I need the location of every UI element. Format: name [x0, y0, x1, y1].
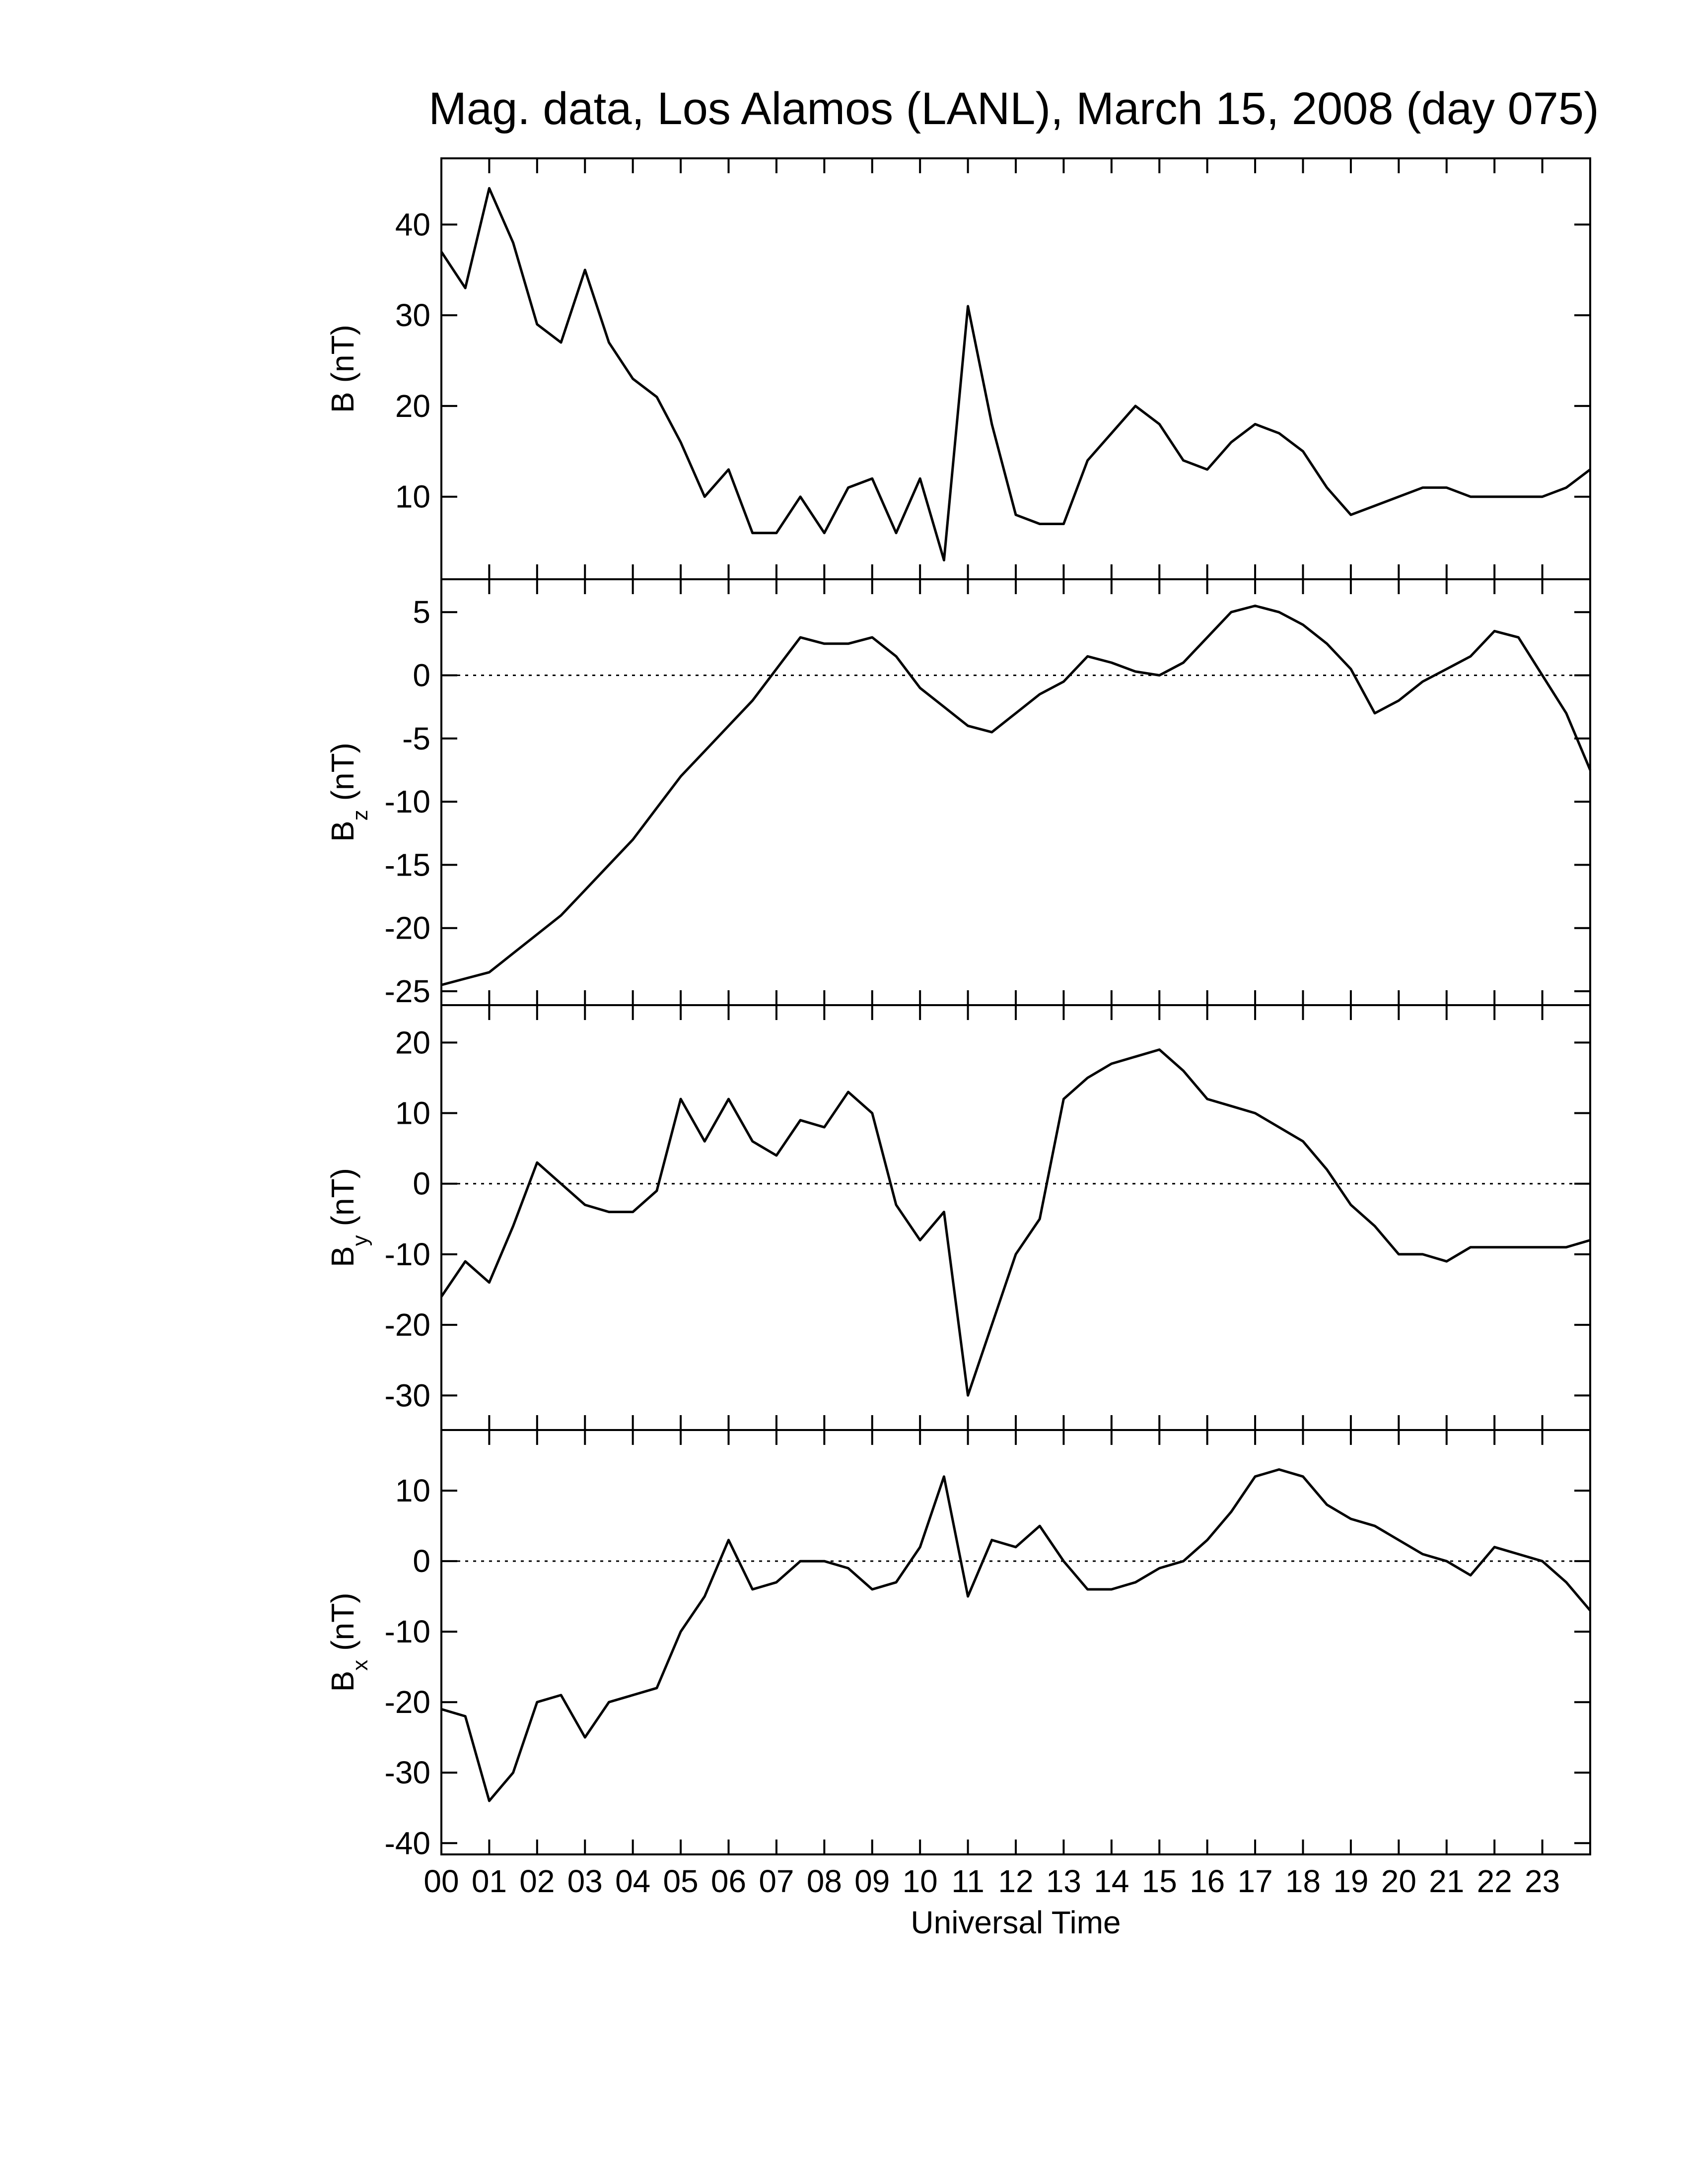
- y-axis-label-symbol: B: [325, 1671, 360, 1692]
- x-tick-label: 06: [711, 1863, 746, 1899]
- x-tick-label: 14: [1094, 1863, 1129, 1899]
- chart-title: Mag. data, Los Alamos (LANL), March 15, …: [428, 83, 1599, 134]
- x-tick-label: 18: [1285, 1863, 1321, 1899]
- y-tick-label: -15: [385, 847, 431, 883]
- x-tick-label: 22: [1477, 1863, 1512, 1899]
- y-tick-label: 30: [395, 297, 430, 333]
- x-tick-label: 11: [951, 1863, 984, 1899]
- y-tick-label: -20: [385, 1684, 431, 1720]
- x-tick-label: 16: [1190, 1863, 1225, 1899]
- y-axis-label: By (nT): [325, 1168, 372, 1267]
- y-tick-label: 20: [395, 388, 430, 424]
- x-tick-label: 12: [998, 1863, 1033, 1899]
- y-tick-label: -10: [385, 1614, 431, 1649]
- y-axis-label-units: (nT): [325, 1168, 360, 1226]
- y-tick-label: -30: [385, 1377, 431, 1413]
- x-tick-label: 19: [1333, 1863, 1368, 1899]
- x-tick-label: 13: [1046, 1863, 1081, 1899]
- plot-frame: [440, 1429, 1591, 1855]
- x-tick-label: 21: [1429, 1863, 1464, 1899]
- y-tick-label: 40: [395, 206, 430, 242]
- x-tick-label: 07: [759, 1863, 794, 1899]
- x-axis-label: Universal Time: [911, 1905, 1121, 1940]
- x-tick-label: 09: [854, 1863, 890, 1899]
- data-line: [440, 1048, 1591, 1397]
- x-tick-label: 23: [1525, 1863, 1560, 1899]
- x-tick-label: 15: [1142, 1863, 1177, 1899]
- y-tick-label: 10: [395, 1473, 430, 1508]
- y-axis-label-subscript: z: [348, 810, 372, 820]
- y-tick-label: 20: [395, 1024, 430, 1060]
- y-tick-label: 10: [395, 479, 430, 515]
- x-tick-label: 05: [663, 1863, 698, 1899]
- y-axis-label: Bx (nT): [325, 1593, 372, 1692]
- x-tick-label: 17: [1237, 1863, 1272, 1899]
- y-tick-label: 5: [413, 594, 430, 630]
- y-tick-label: -10: [385, 784, 431, 819]
- y-axis-label-units: (nT): [325, 325, 360, 383]
- x-tick-label: 04: [615, 1863, 650, 1899]
- y-axis-label-subscript: y: [348, 1235, 372, 1246]
- y-axis-label-subscript: x: [348, 1660, 372, 1671]
- y-axis-label-symbol: B: [325, 820, 360, 842]
- y-tick-label: -10: [385, 1236, 431, 1272]
- y-tick-label: 0: [413, 657, 430, 693]
- y-tick-label: 0: [413, 1166, 430, 1202]
- y-axis-label-symbol: B: [325, 1246, 360, 1267]
- y-tick-label: -5: [402, 721, 430, 756]
- x-tick-label: 00: [423, 1863, 459, 1899]
- y-tick-label: -40: [385, 1825, 431, 1861]
- y-tick-label: 10: [395, 1095, 430, 1131]
- y-axis-label: Bz (nT): [325, 743, 372, 842]
- data-line: [440, 187, 1591, 562]
- x-tick-label: 03: [567, 1863, 603, 1899]
- data-line: [441, 1468, 1591, 1802]
- y-axis-label: B (nT): [325, 325, 360, 413]
- x-tick-label: 08: [807, 1863, 842, 1899]
- y-tick-label: -20: [385, 1307, 431, 1343]
- y-tick-label: -30: [385, 1755, 431, 1790]
- plot-frame: [440, 1004, 1591, 1431]
- x-tick-label: 10: [903, 1863, 938, 1899]
- x-tick-label: 02: [519, 1863, 555, 1899]
- x-tick-label: 20: [1381, 1863, 1416, 1899]
- y-axis-label-units: (nT): [325, 1593, 360, 1651]
- y-axis-label-symbol: B: [325, 392, 360, 413]
- y-tick-label: 0: [413, 1543, 430, 1579]
- y-tick-label: -20: [385, 910, 431, 946]
- plot-frame: [440, 578, 1591, 1006]
- x-tick-label: 01: [472, 1863, 507, 1899]
- y-tick-label: -25: [385, 973, 431, 1009]
- y-axis-label-units: (nT): [325, 743, 360, 801]
- data-line: [441, 605, 1592, 986]
